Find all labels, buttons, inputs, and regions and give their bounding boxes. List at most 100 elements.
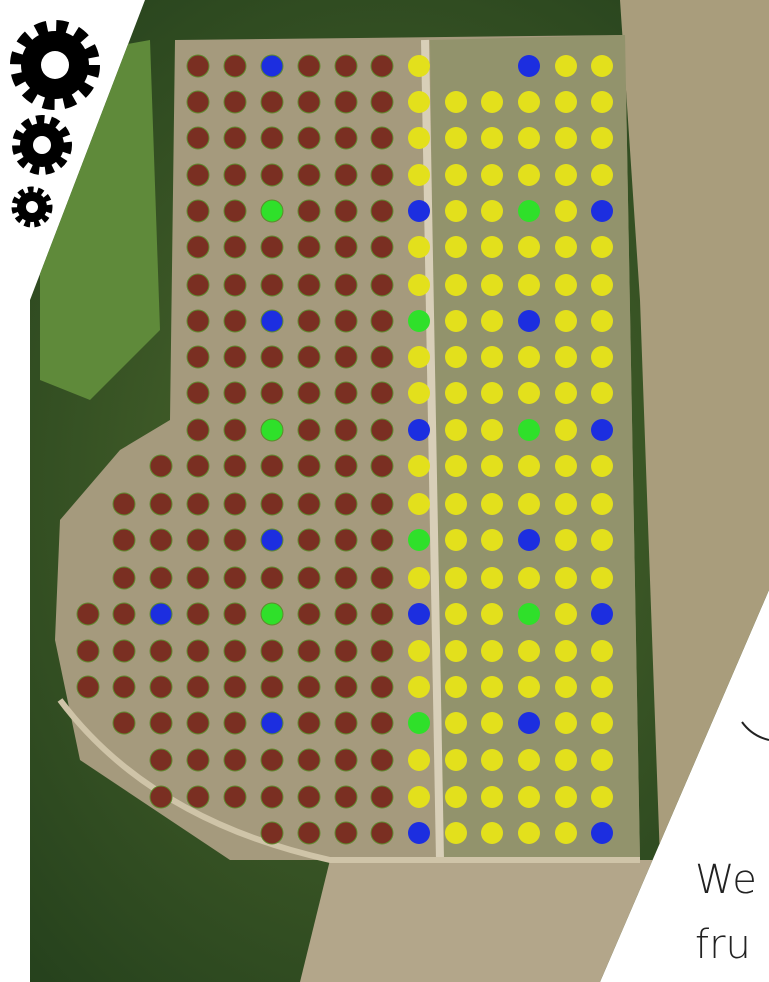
tree-brown [298, 749, 320, 771]
tree-brown [261, 346, 283, 368]
tree-brown [335, 200, 357, 222]
tree-yellow [481, 236, 503, 258]
tree-brown [224, 91, 246, 113]
tree-yellow [481, 676, 503, 698]
scene: We fru [0, 0, 769, 982]
tree-yellow [408, 127, 430, 149]
tree-brown [77, 676, 99, 698]
tree-yellow [591, 382, 613, 404]
tree-brown [113, 676, 135, 698]
tree-yellow [555, 640, 577, 662]
tree-yellow [445, 822, 467, 844]
tree-yellow [555, 164, 577, 186]
tree-green [518, 419, 540, 441]
tree-brown [371, 455, 393, 477]
tree-brown [224, 749, 246, 771]
tree-brown [335, 786, 357, 808]
annotation-line: fru [695, 922, 751, 968]
tree-yellow [481, 91, 503, 113]
tree-yellow [518, 749, 540, 771]
tree-yellow [481, 786, 503, 808]
tree-yellow [481, 127, 503, 149]
tree-yellow [445, 236, 467, 258]
tree-yellow [518, 236, 540, 258]
tree-brown [224, 127, 246, 149]
tree-yellow [445, 786, 467, 808]
tree-brown [224, 382, 246, 404]
tree-blue [408, 200, 430, 222]
tree-yellow [408, 749, 430, 771]
tree-brown [335, 236, 357, 258]
tree-brown [335, 529, 357, 551]
tree-yellow [445, 455, 467, 477]
tree-yellow [481, 164, 503, 186]
page: We fru (() => { const data = JSON.parse(… [0, 0, 769, 982]
tree-green [518, 200, 540, 222]
tree-yellow [445, 529, 467, 551]
tree-yellow [408, 346, 430, 368]
tree-brown [150, 749, 172, 771]
tree-brown [298, 640, 320, 662]
tree-brown [261, 822, 283, 844]
tree-blue [261, 712, 283, 734]
tree-brown [261, 786, 283, 808]
tree-brown [335, 274, 357, 296]
tree-brown [224, 712, 246, 734]
tree-blue [518, 529, 540, 551]
tree-yellow [591, 164, 613, 186]
tree-yellow [445, 640, 467, 662]
tree-brown [187, 382, 209, 404]
tree-yellow [408, 55, 430, 77]
tree-yellow [591, 786, 613, 808]
tree-brown [187, 236, 209, 258]
tree-yellow [591, 640, 613, 662]
tree-blue [261, 529, 283, 551]
tree-yellow [555, 236, 577, 258]
tree-yellow [481, 274, 503, 296]
pen-stroke [742, 722, 769, 740]
tree-brown [335, 127, 357, 149]
tree-brown [261, 127, 283, 149]
tree-brown [371, 419, 393, 441]
tree-yellow [591, 676, 613, 698]
tree-brown [298, 493, 320, 515]
tree-yellow [518, 822, 540, 844]
tree-yellow [445, 567, 467, 589]
tree-yellow [591, 91, 613, 113]
tree-yellow [518, 164, 540, 186]
tree-brown [187, 712, 209, 734]
tree-yellow [481, 455, 503, 477]
tree-brown [224, 310, 246, 332]
tree-brown [335, 310, 357, 332]
tree-brown [113, 567, 135, 589]
tree-yellow [555, 603, 577, 625]
tree-brown [335, 382, 357, 404]
tree-brown [150, 493, 172, 515]
tree-brown [298, 676, 320, 698]
tree-yellow [591, 310, 613, 332]
tree-blue [408, 419, 430, 441]
tree-yellow [518, 455, 540, 477]
tree-brown [187, 455, 209, 477]
tree-yellow [591, 712, 613, 734]
tree-brown [371, 822, 393, 844]
tree-blue [518, 310, 540, 332]
tree-yellow [481, 640, 503, 662]
tree-brown [335, 822, 357, 844]
tree-brown [371, 567, 393, 589]
tree-blue [518, 712, 540, 734]
tree-yellow [445, 346, 467, 368]
tree-yellow [481, 382, 503, 404]
tree-yellow [445, 310, 467, 332]
tree-yellow [591, 346, 613, 368]
gear-large [17, 27, 93, 103]
tree-brown [371, 382, 393, 404]
tree-brown [371, 749, 393, 771]
tree-brown [224, 786, 246, 808]
tree-yellow [408, 493, 430, 515]
tree-yellow [408, 236, 430, 258]
tree-brown [298, 55, 320, 77]
tree-yellow [445, 164, 467, 186]
tree-yellow [481, 567, 503, 589]
tree-brown [261, 676, 283, 698]
